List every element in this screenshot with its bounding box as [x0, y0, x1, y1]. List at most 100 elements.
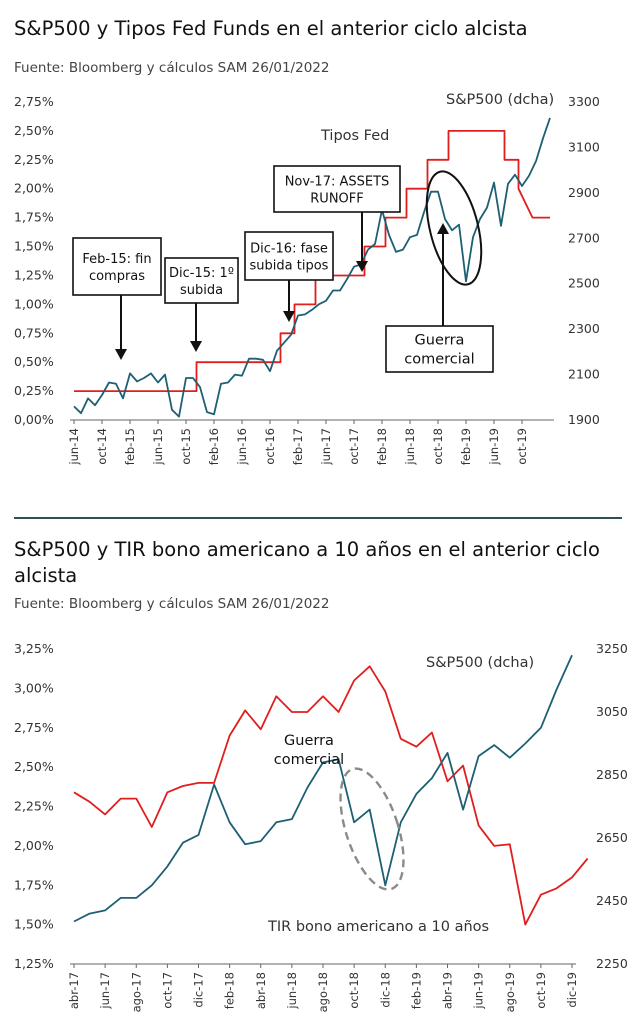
series-label-fed: Tipos Fed	[320, 128, 389, 144]
annotation-box	[385, 325, 494, 373]
annotation-arrow-head	[283, 311, 295, 322]
x-tick-label: feb-18	[223, 972, 237, 1009]
annotation-text: Dic-16: fase	[250, 242, 328, 257]
series-line-left	[73, 665, 589, 926]
x-tick-label: feb-16	[207, 428, 221, 465]
x-tick-label: dic-17	[192, 972, 206, 1008]
y-left-tick-label: 3,00%	[14, 680, 54, 695]
chart-title: S&P500 y Tipos Fed Funds en el anterior …	[14, 17, 528, 40]
y-right-tick-label: 2450	[596, 893, 628, 908]
x-tick-label: oct-19	[515, 428, 529, 465]
x-tick-label: feb-17	[291, 428, 305, 465]
chart-tir-sp500: 1,25% 1,50% 1,75% 2,00% 2,25% 2,50% 2,75% 3,00%…	[14, 641, 628, 1012]
y-left-tick-label: 0,50%	[14, 354, 54, 369]
annotation-box	[244, 231, 334, 281]
annotation-text: subida tipos	[250, 259, 329, 274]
annotation-box	[273, 165, 401, 213]
chart-source: Fuente: Bloomberg y cálculos SAM 26/01/2…	[14, 60, 330, 76]
annotation-text: Feb-15: fin	[82, 252, 151, 267]
x-tick-label: jun-15	[151, 428, 165, 466]
y-left-tick-label: 1,75%	[14, 210, 54, 225]
x-tick-label: oct-17	[160, 972, 174, 1009]
x-tick-label: ago-18	[316, 972, 330, 1012]
y-left-tick-label: 2,75%	[14, 94, 54, 109]
y-right-tick-label: 2500	[568, 276, 600, 291]
y-right-tick-label: 2850	[596, 767, 628, 782]
y-right-tick-label: 3100	[568, 139, 600, 154]
y-right-tick-label: 1900	[568, 412, 600, 427]
x-tick-label: jun-19	[487, 428, 501, 466]
y-right-tick-label: 3250	[596, 641, 628, 656]
annotation-text: RUNOFF	[310, 192, 363, 207]
chart-panel-fed: S&P500 y Tipos Fed Funds en el anterior …	[0, 0, 636, 505]
x-tick-label: dic-18	[378, 972, 392, 1008]
annotation-text: Guerra	[284, 733, 334, 749]
y-right-tick-label: 2700	[568, 230, 600, 245]
y-left-tick-label: 1,25%	[14, 956, 54, 971]
x-tick-label: ago-17	[129, 972, 143, 1012]
x-tick-label: jun-17	[319, 428, 333, 466]
x-tick-label: oct-15	[179, 428, 193, 465]
series-line-left	[74, 130, 550, 392]
y-left-tick-label: 1,50%	[14, 917, 54, 932]
annotation-text: Nov-17: ASSETS	[285, 175, 390, 190]
x-tick-label: jun-18	[285, 972, 299, 1010]
y-left-tick-label: 0,00%	[14, 412, 54, 427]
x-tick-label: jun-19	[472, 972, 486, 1010]
annotation-box	[164, 257, 239, 304]
chart-panel-tir: S&P500 y TIR bono americano a 10 años en…	[0, 515, 636, 1024]
y-right-tick-label: 2900	[568, 185, 600, 200]
annotation-arrow-head	[115, 349, 127, 360]
annotation-arrow-head	[190, 341, 202, 352]
annotation-text: Guerra	[415, 333, 465, 349]
y-left-tick-label: 2,50%	[14, 123, 54, 138]
x-tick-label: abr-17	[67, 972, 81, 1009]
y-right-tick-label: 2300	[568, 321, 600, 336]
annotation-text: comercial	[404, 352, 474, 368]
x-tick-label: feb-18	[375, 428, 389, 465]
x-tick-label: oct-16	[263, 428, 277, 465]
x-tick-label: feb-15	[123, 428, 137, 465]
x-tick-label: jun-17	[98, 972, 112, 1010]
annotation-text: subida	[180, 283, 223, 298]
y-right-tick-label: 2100	[568, 367, 600, 382]
y-left-tick-label: 3,25%	[14, 641, 54, 656]
series-label-sp500: S&P500 (dcha)	[426, 655, 534, 671]
x-tick-label: oct-18	[431, 428, 445, 465]
x-tick-label: ago-19	[503, 972, 517, 1012]
y-left-tick-label: 1,25%	[14, 267, 54, 282]
x-tick-label: feb-19	[409, 972, 423, 1009]
y-right-tick-label: 2250	[596, 956, 628, 971]
trade-war-highlight-ellipse	[339, 767, 405, 891]
annotation-text: Dic-15: 1º	[169, 266, 234, 281]
x-tick-label: abr-19	[441, 972, 455, 1009]
x-tick-label: oct-18	[347, 972, 361, 1009]
y-right-tick-label: 3050	[596, 704, 628, 719]
series-label-sp500: S&P500 (dcha)	[446, 92, 554, 108]
annotation-text: comercial	[274, 752, 344, 768]
annotation-arrow-head	[437, 223, 449, 234]
y-left-tick-label: 0,25%	[14, 383, 54, 398]
y-left-tick-label: 1,50%	[14, 239, 54, 254]
series-label-tir: TIR bono americano a 10 años	[267, 919, 489, 935]
chart-source: Fuente: Bloomberg y cálculos SAM 26/01/2…	[14, 596, 330, 612]
annotation-arrow-head	[356, 261, 368, 272]
series-line-right	[73, 117, 551, 418]
x-tick-label: oct-17	[347, 428, 361, 465]
x-tick-label: oct-14	[95, 428, 109, 465]
x-tick-label: jun-18	[403, 428, 417, 466]
y-left-tick-label: 2,25%	[14, 799, 54, 814]
y-right-tick-label: 2650	[596, 830, 628, 845]
x-tick-label: abr-18	[254, 972, 268, 1009]
annotation-box	[72, 237, 162, 296]
trade-war-highlight-ellipse	[425, 170, 483, 286]
y-left-tick-label: 1,00%	[14, 296, 54, 311]
chart-title: S&P500 y TIR bono americano a 10 años en…	[14, 538, 600, 587]
x-tick-label: dic-19	[565, 972, 579, 1008]
y-right-tick-label: 3300	[568, 94, 600, 109]
series-line-right	[73, 654, 573, 923]
y-left-tick-label: 1,75%	[14, 877, 54, 892]
annotation-text: compras	[89, 269, 145, 284]
x-tick-label: feb-19	[459, 428, 473, 465]
y-left-tick-label: 0,75%	[14, 325, 54, 340]
